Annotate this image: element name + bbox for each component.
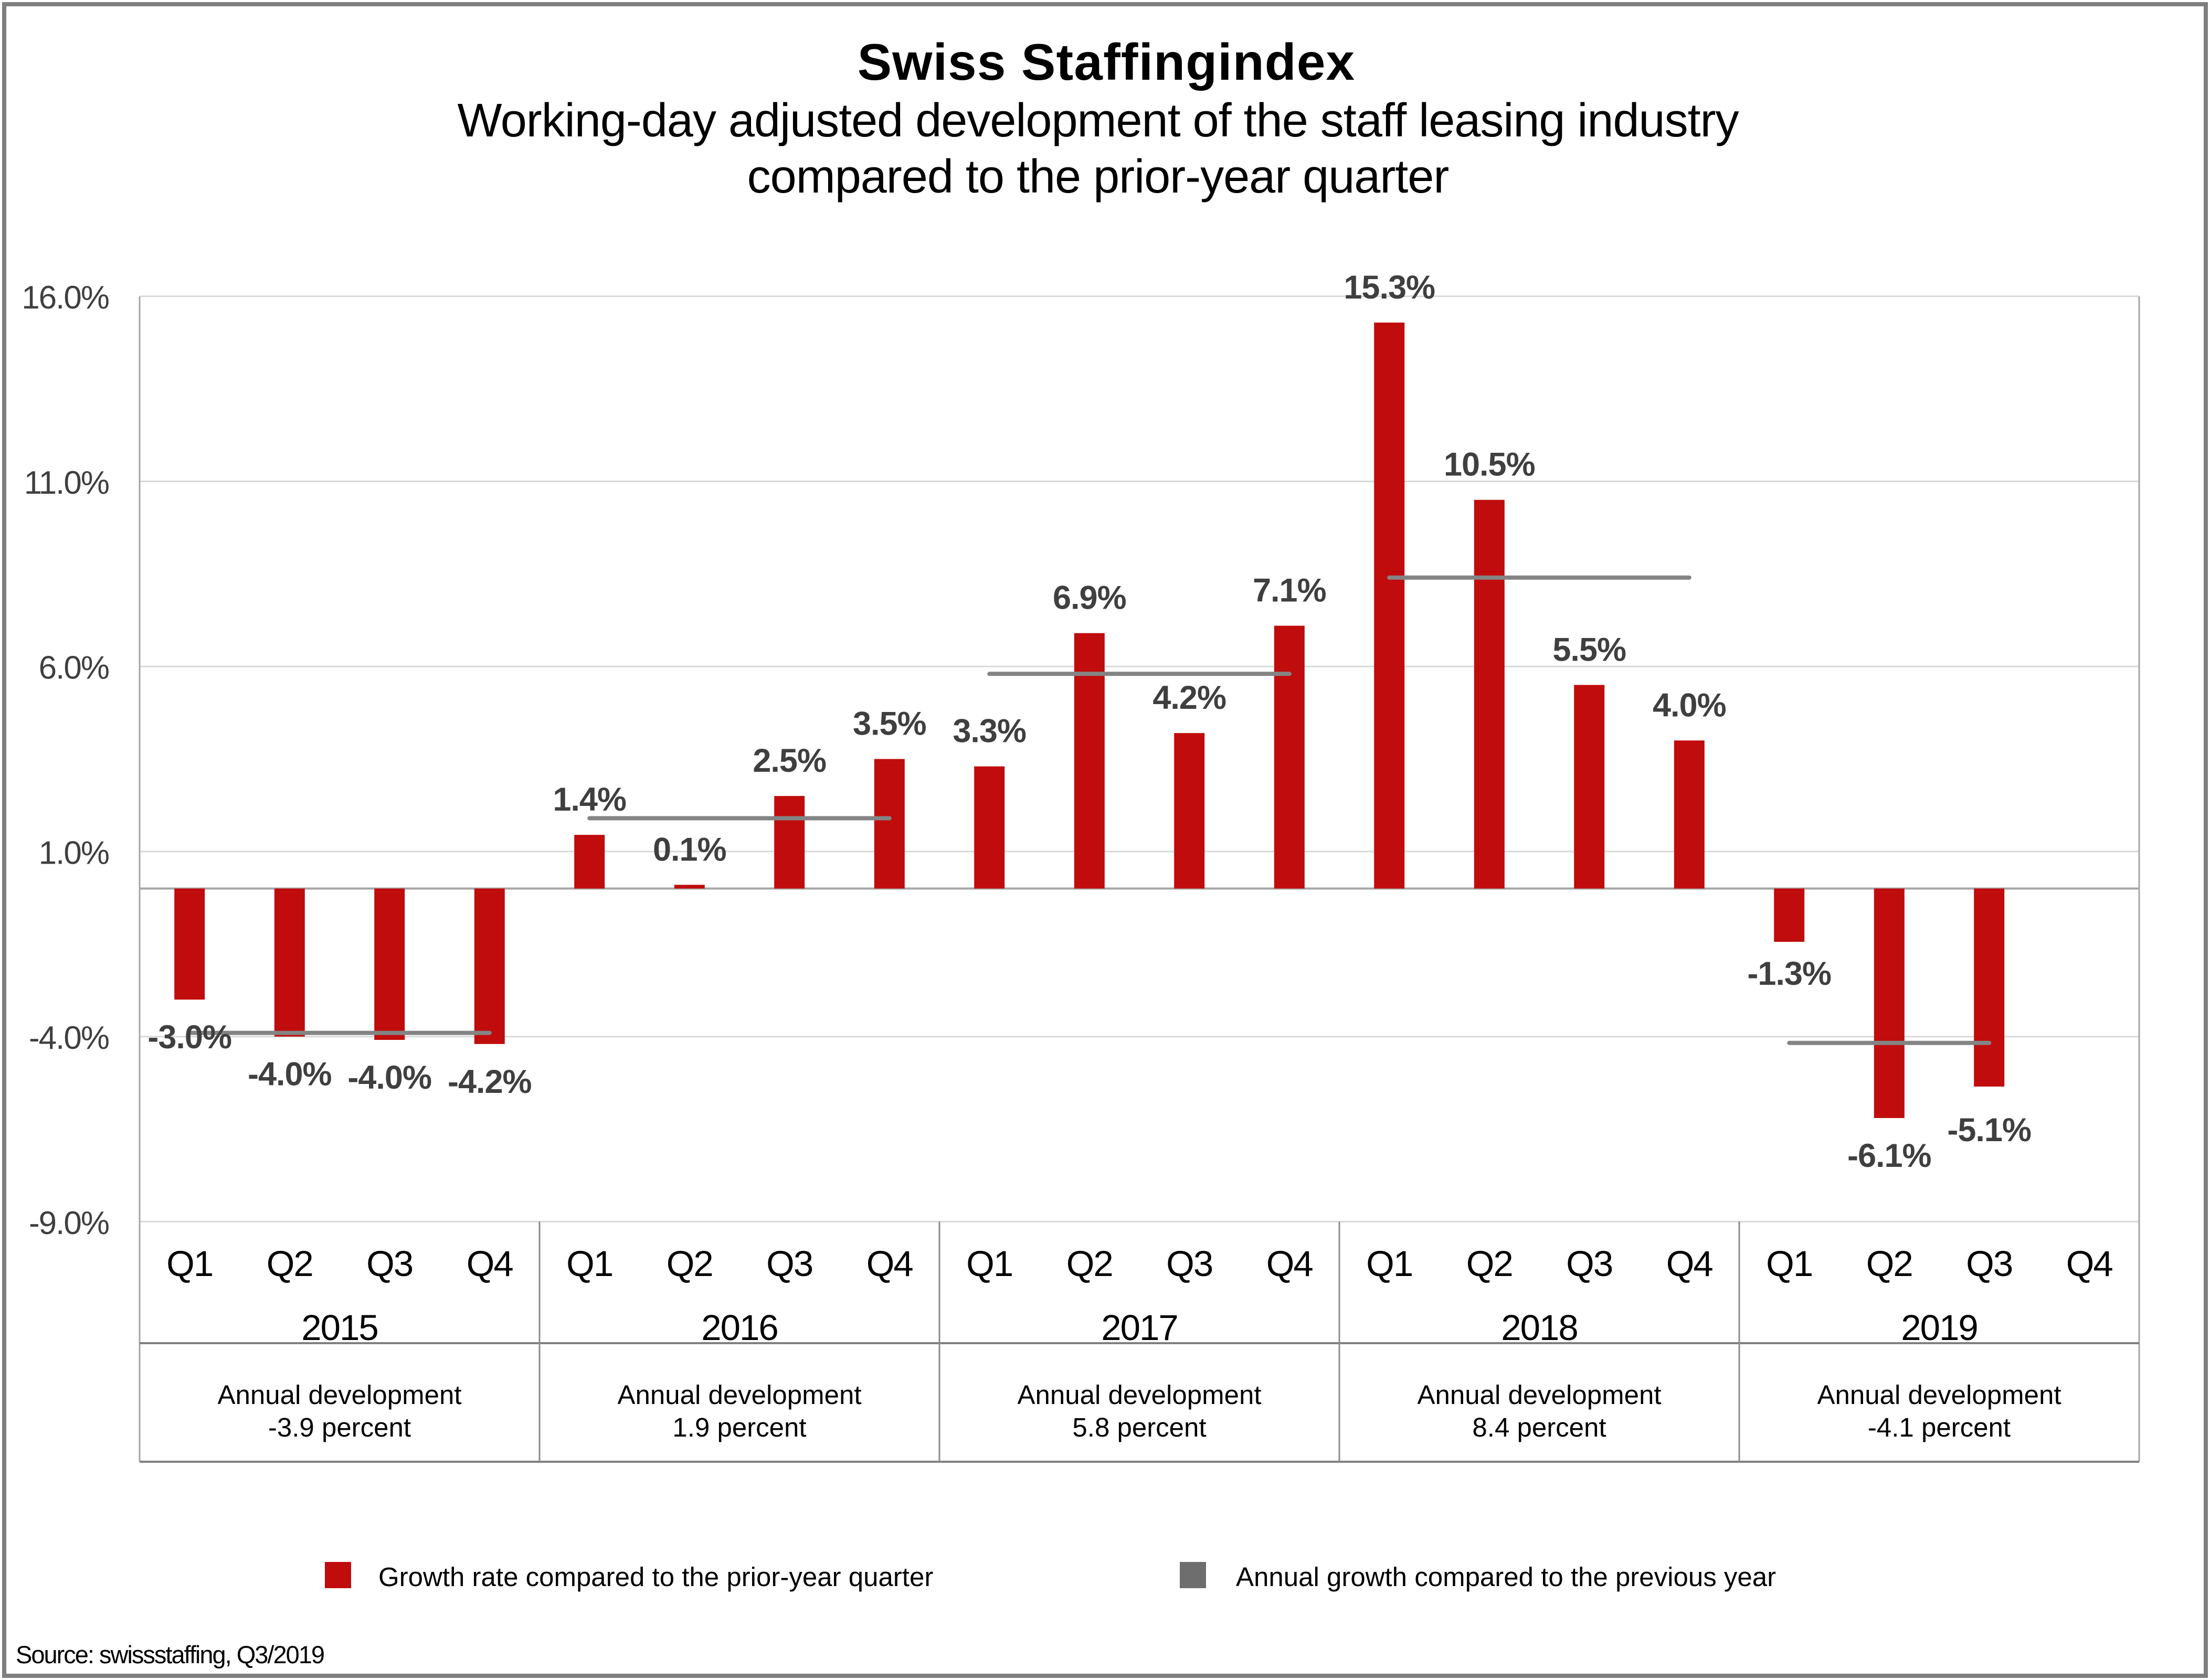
- svg-text:-4.1 percent: -4.1 percent: [1868, 1412, 2011, 1442]
- svg-text:Swiss Staffingindex: Swiss Staffingindex: [858, 33, 1356, 91]
- svg-text:4.0%: 4.0%: [1653, 687, 1726, 724]
- svg-text:Q4: Q4: [866, 1243, 913, 1284]
- svg-text:0.1%: 0.1%: [653, 831, 726, 868]
- svg-text:Working-day adjusted developme: Working-day adjusted development of the …: [457, 94, 1739, 147]
- svg-text:Q2: Q2: [667, 1243, 713, 1284]
- svg-text:-6.1%: -6.1%: [1847, 1137, 1931, 1174]
- svg-text:Annual development: Annual development: [1017, 1380, 1261, 1410]
- svg-text:8.4 percent: 8.4 percent: [1472, 1412, 1606, 1442]
- svg-text:2019: 2019: [1901, 1307, 1978, 1348]
- svg-text:16.0%: 16.0%: [22, 280, 109, 316]
- svg-text:-4.0%: -4.0%: [248, 1056, 332, 1093]
- svg-text:-3.9 percent: -3.9 percent: [268, 1412, 411, 1442]
- svg-text:-4.0%: -4.0%: [347, 1059, 431, 1096]
- svg-text:Q1: Q1: [966, 1243, 1012, 1284]
- svg-text:Q4: Q4: [1666, 1243, 1713, 1284]
- svg-text:-5.1%: -5.1%: [1947, 1112, 2031, 1149]
- svg-text:Source: swissstaffing, Q3/2019: Source: swissstaffing, Q3/2019: [16, 1641, 324, 1668]
- svg-text:2018: 2018: [1501, 1307, 1578, 1348]
- svg-text:Q4: Q4: [467, 1243, 513, 1284]
- svg-text:3.5%: 3.5%: [853, 706, 926, 742]
- svg-text:Q2: Q2: [1466, 1243, 1513, 1284]
- svg-text:2016: 2016: [701, 1307, 778, 1348]
- svg-text:Q3: Q3: [766, 1243, 812, 1284]
- svg-text:compared to the prior-year qua: compared to the prior-year quarter: [747, 151, 1449, 203]
- svg-text:Q2: Q2: [1866, 1243, 1912, 1284]
- svg-text:Q4: Q4: [1266, 1243, 1313, 1284]
- svg-text:Growth rate compared to the pr: Growth rate compared to the prior-year q…: [378, 1562, 933, 1592]
- svg-text:-9.0%: -9.0%: [29, 1205, 109, 1241]
- svg-text:Q4: Q4: [2066, 1243, 2113, 1284]
- svg-text:5.5%: 5.5%: [1552, 632, 1626, 668]
- svg-text:Q3: Q3: [1566, 1243, 1612, 1284]
- svg-text:10.5%: 10.5%: [1444, 446, 1535, 483]
- svg-text:Q2: Q2: [1066, 1243, 1113, 1284]
- svg-text:Q3: Q3: [1966, 1243, 2012, 1284]
- svg-text:1.4%: 1.4%: [553, 781, 626, 818]
- svg-text:5.8 percent: 5.8 percent: [1072, 1412, 1206, 1442]
- svg-text:1.0%: 1.0%: [39, 835, 109, 871]
- svg-text:Annual development: Annual development: [1817, 1380, 2061, 1410]
- svg-text:Annual development: Annual development: [217, 1380, 461, 1410]
- svg-text:-1.3%: -1.3%: [1747, 955, 1831, 992]
- svg-text:Annual development: Annual development: [617, 1380, 861, 1410]
- svg-text:Q1: Q1: [566, 1243, 612, 1284]
- svg-text:4.2%: 4.2%: [1152, 679, 1226, 716]
- svg-text:Q3: Q3: [366, 1243, 413, 1284]
- svg-text:Q2: Q2: [267, 1243, 313, 1284]
- svg-text:-4.2%: -4.2%: [448, 1064, 532, 1100]
- svg-text:2.5%: 2.5%: [753, 742, 826, 779]
- svg-text:Annual growth compared to the: Annual growth compared to the previous y…: [1236, 1562, 1776, 1592]
- svg-text:Q1: Q1: [166, 1243, 213, 1284]
- svg-text:Q1: Q1: [1366, 1243, 1412, 1284]
- svg-text:3.3%: 3.3%: [953, 713, 1026, 750]
- svg-text:Q1: Q1: [1766, 1243, 1812, 1284]
- svg-text:Q3: Q3: [1166, 1243, 1212, 1284]
- svg-text:-3.0%: -3.0%: [147, 1019, 231, 1056]
- svg-text:6.9%: 6.9%: [1053, 580, 1126, 616]
- svg-text:Annual development: Annual development: [1417, 1380, 1661, 1410]
- svg-text:6.0%: 6.0%: [39, 650, 109, 686]
- svg-text:11.0%: 11.0%: [24, 465, 109, 501]
- svg-text:15.3%: 15.3%: [1344, 269, 1435, 306]
- svg-text:2015: 2015: [301, 1307, 378, 1348]
- svg-text:2017: 2017: [1101, 1307, 1178, 1348]
- svg-text:1.9 percent: 1.9 percent: [672, 1412, 806, 1442]
- svg-text:7.1%: 7.1%: [1253, 572, 1326, 609]
- svg-text:-4.0%: -4.0%: [29, 1020, 109, 1056]
